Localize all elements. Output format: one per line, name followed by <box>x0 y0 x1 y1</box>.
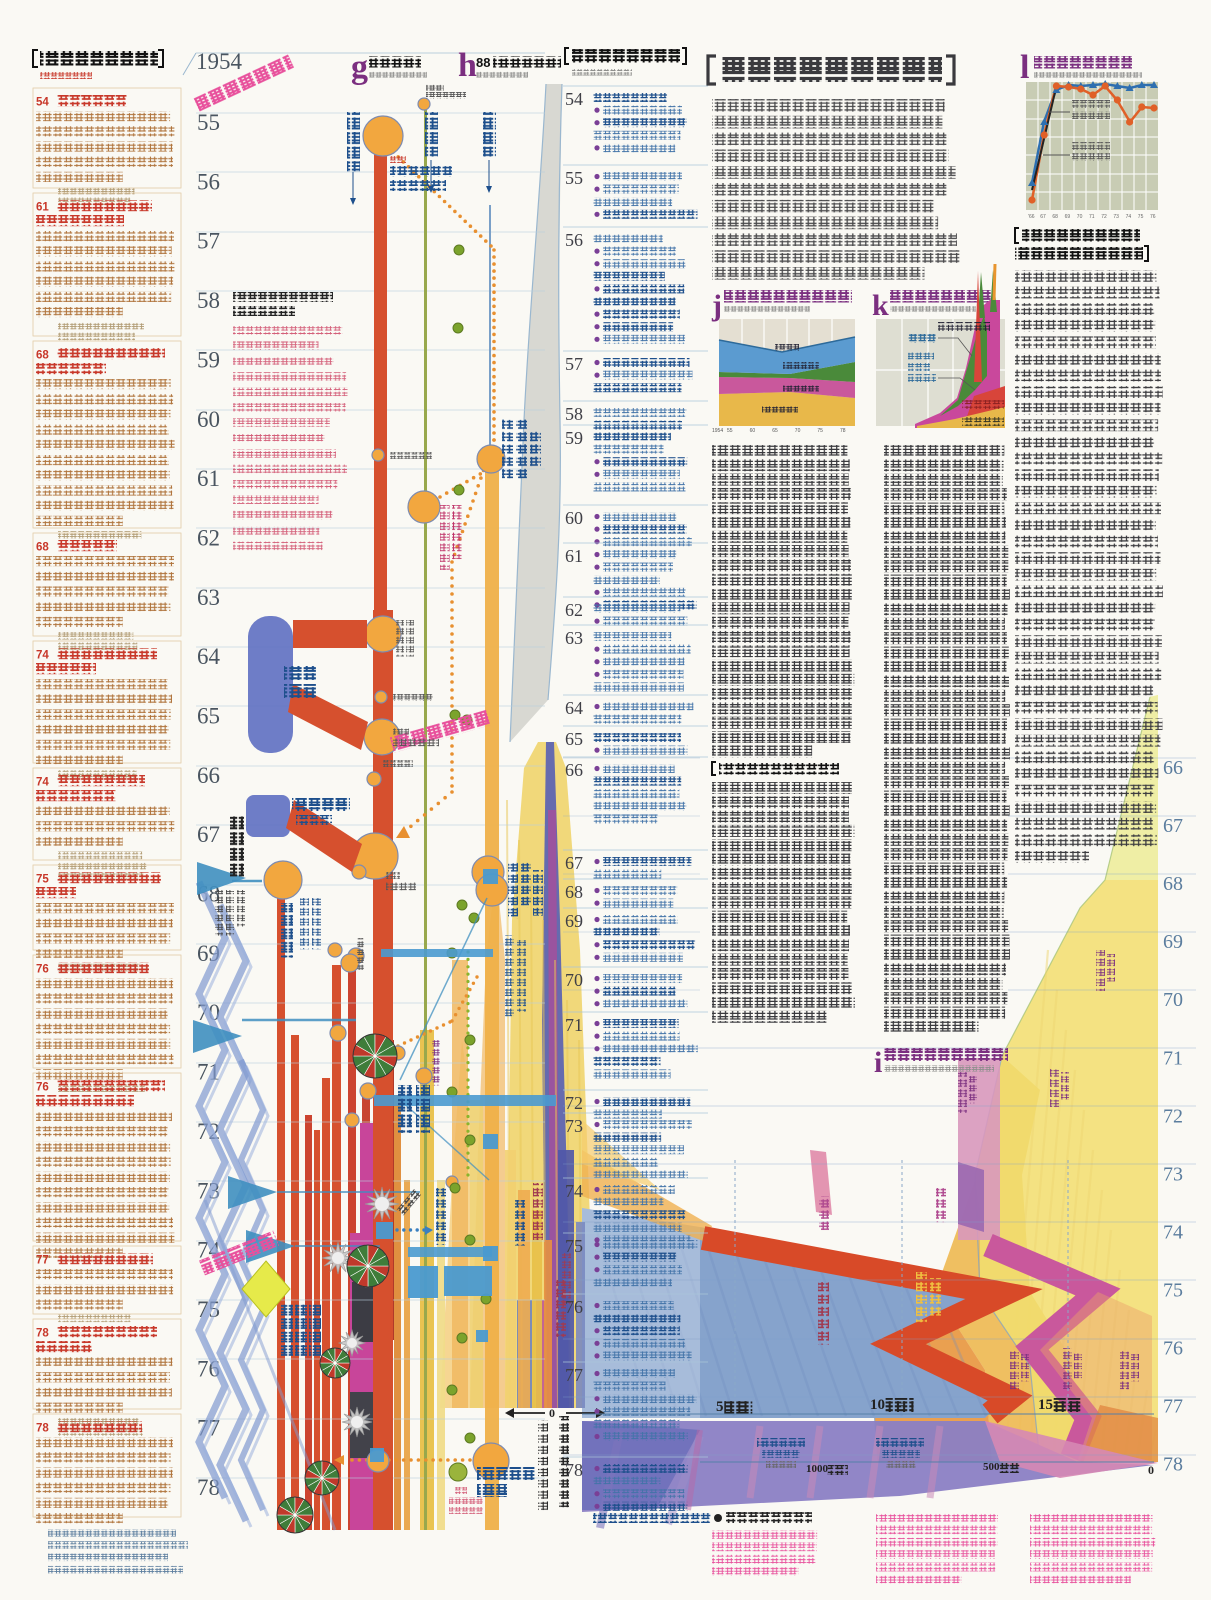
svg-text:69: 69 <box>565 911 583 931</box>
svg-text:66: 66 <box>565 760 583 780</box>
svg-text:60: 60 <box>750 428 756 434</box>
svg-text:72: 72 <box>1101 214 1107 220</box>
svg-text:k: k <box>872 289 889 322</box>
svg-text:0: 0 <box>1148 1463 1154 1477</box>
svg-text:76: 76 <box>36 964 49 976</box>
svg-text:500: 500 <box>983 1461 1000 1473</box>
svg-text:73: 73 <box>1113 214 1119 220</box>
svg-text:76: 76 <box>565 1297 583 1317</box>
svg-text:69: 69 <box>1065 214 1071 220</box>
svg-text:78: 78 <box>36 1328 49 1340</box>
svg-text:74: 74 <box>1163 1221 1183 1243</box>
svg-text:72: 72 <box>565 1093 583 1113</box>
svg-text:76: 76 <box>36 1082 49 1094</box>
svg-text:70: 70 <box>1077 214 1083 220</box>
svg-text:60: 60 <box>197 407 220 432</box>
svg-text:54: 54 <box>36 97 49 109</box>
svg-text:71: 71 <box>1089 214 1095 220</box>
svg-text:60: 60 <box>565 508 583 528</box>
svg-text:73: 73 <box>1163 1163 1183 1185</box>
svg-text:h: h <box>458 47 477 84</box>
svg-text:g: g <box>351 49 368 86</box>
svg-text:1954: 1954 <box>712 428 723 434</box>
svg-text:63: 63 <box>565 628 583 648</box>
svg-text:73: 73 <box>565 1116 583 1136</box>
svg-text:65: 65 <box>565 729 583 749</box>
svg-text:65: 65 <box>772 428 778 434</box>
svg-text:70: 70 <box>565 970 583 990</box>
svg-text:61: 61 <box>197 466 220 491</box>
svg-text:74: 74 <box>36 650 49 662</box>
svg-text:75: 75 <box>36 874 49 886</box>
svg-text:5: 5 <box>716 1399 724 1415</box>
svg-text:64: 64 <box>197 644 221 669</box>
svg-text:55: 55 <box>197 110 220 135</box>
svg-text:59: 59 <box>197 347 220 372</box>
svg-text:75: 75 <box>565 1236 583 1256</box>
svg-text:76: 76 <box>1150 214 1156 220</box>
svg-text:70: 70 <box>1163 989 1183 1011</box>
svg-text:61: 61 <box>36 202 49 214</box>
svg-text:68: 68 <box>565 882 583 902</box>
svg-text:62: 62 <box>565 600 583 620</box>
svg-text:66: 66 <box>197 763 220 788</box>
svg-text:56: 56 <box>197 169 220 194</box>
svg-text:68: 68 <box>36 542 49 554</box>
svg-text:67: 67 <box>197 822 220 847</box>
svg-text:70: 70 <box>795 428 801 434</box>
svg-text:1954: 1954 <box>196 49 243 74</box>
svg-text:77: 77 <box>565 1365 583 1385</box>
svg-text:58: 58 <box>197 288 220 313</box>
svg-text:78: 78 <box>840 428 846 434</box>
svg-text:55: 55 <box>565 168 583 188</box>
svg-text:67: 67 <box>1040 214 1046 220</box>
svg-text:72: 72 <box>1163 1105 1183 1127</box>
svg-text:74: 74 <box>565 1181 583 1201</box>
svg-text:'66: '66 <box>1028 214 1035 220</box>
svg-text:62: 62 <box>197 526 220 551</box>
svg-text:71: 71 <box>565 1015 583 1035</box>
svg-text:61: 61 <box>565 546 583 566</box>
svg-text:65: 65 <box>197 704 220 729</box>
svg-text:75: 75 <box>1138 214 1144 220</box>
svg-text:78: 78 <box>565 1460 583 1480</box>
svg-text:77: 77 <box>36 1255 49 1267</box>
svg-text:78: 78 <box>1163 1454 1183 1476</box>
svg-text:67: 67 <box>565 853 583 873</box>
svg-text:l: l <box>1020 49 1029 86</box>
svg-text:15: 15 <box>1038 1397 1053 1413</box>
svg-text:58: 58 <box>565 404 583 424</box>
svg-text:75: 75 <box>817 428 823 434</box>
svg-text:68: 68 <box>36 350 49 362</box>
svg-text:88: 88 <box>476 55 490 70</box>
svg-text:i: i <box>874 1046 882 1079</box>
svg-text:10: 10 <box>870 1397 885 1413</box>
svg-text:78: 78 <box>36 1423 49 1435</box>
svg-text:1000: 1000 <box>806 1463 829 1475</box>
svg-text:66: 66 <box>1163 757 1183 779</box>
svg-text:68: 68 <box>1163 873 1183 895</box>
svg-text:54: 54 <box>565 89 583 109</box>
svg-text:59: 59 <box>565 428 583 448</box>
svg-text:55: 55 <box>727 428 733 434</box>
svg-text:63: 63 <box>197 585 220 610</box>
svg-text:j: j <box>711 289 722 322</box>
svg-text:69: 69 <box>1163 931 1183 953</box>
svg-text:74: 74 <box>1126 214 1132 220</box>
svg-text:56: 56 <box>565 230 583 250</box>
svg-text:77: 77 <box>1163 1396 1183 1418</box>
svg-text:68: 68 <box>1052 214 1058 220</box>
svg-text:75: 75 <box>1163 1280 1183 1302</box>
svg-text:67: 67 <box>1163 815 1183 837</box>
svg-text:57: 57 <box>197 229 220 254</box>
svg-text:64: 64 <box>565 698 583 718</box>
svg-text:0: 0 <box>549 1406 555 1420</box>
svg-text:76: 76 <box>1163 1338 1183 1360</box>
svg-text:57: 57 <box>565 354 583 374</box>
svg-text:71: 71 <box>1163 1047 1183 1069</box>
svg-text:74: 74 <box>36 777 49 789</box>
